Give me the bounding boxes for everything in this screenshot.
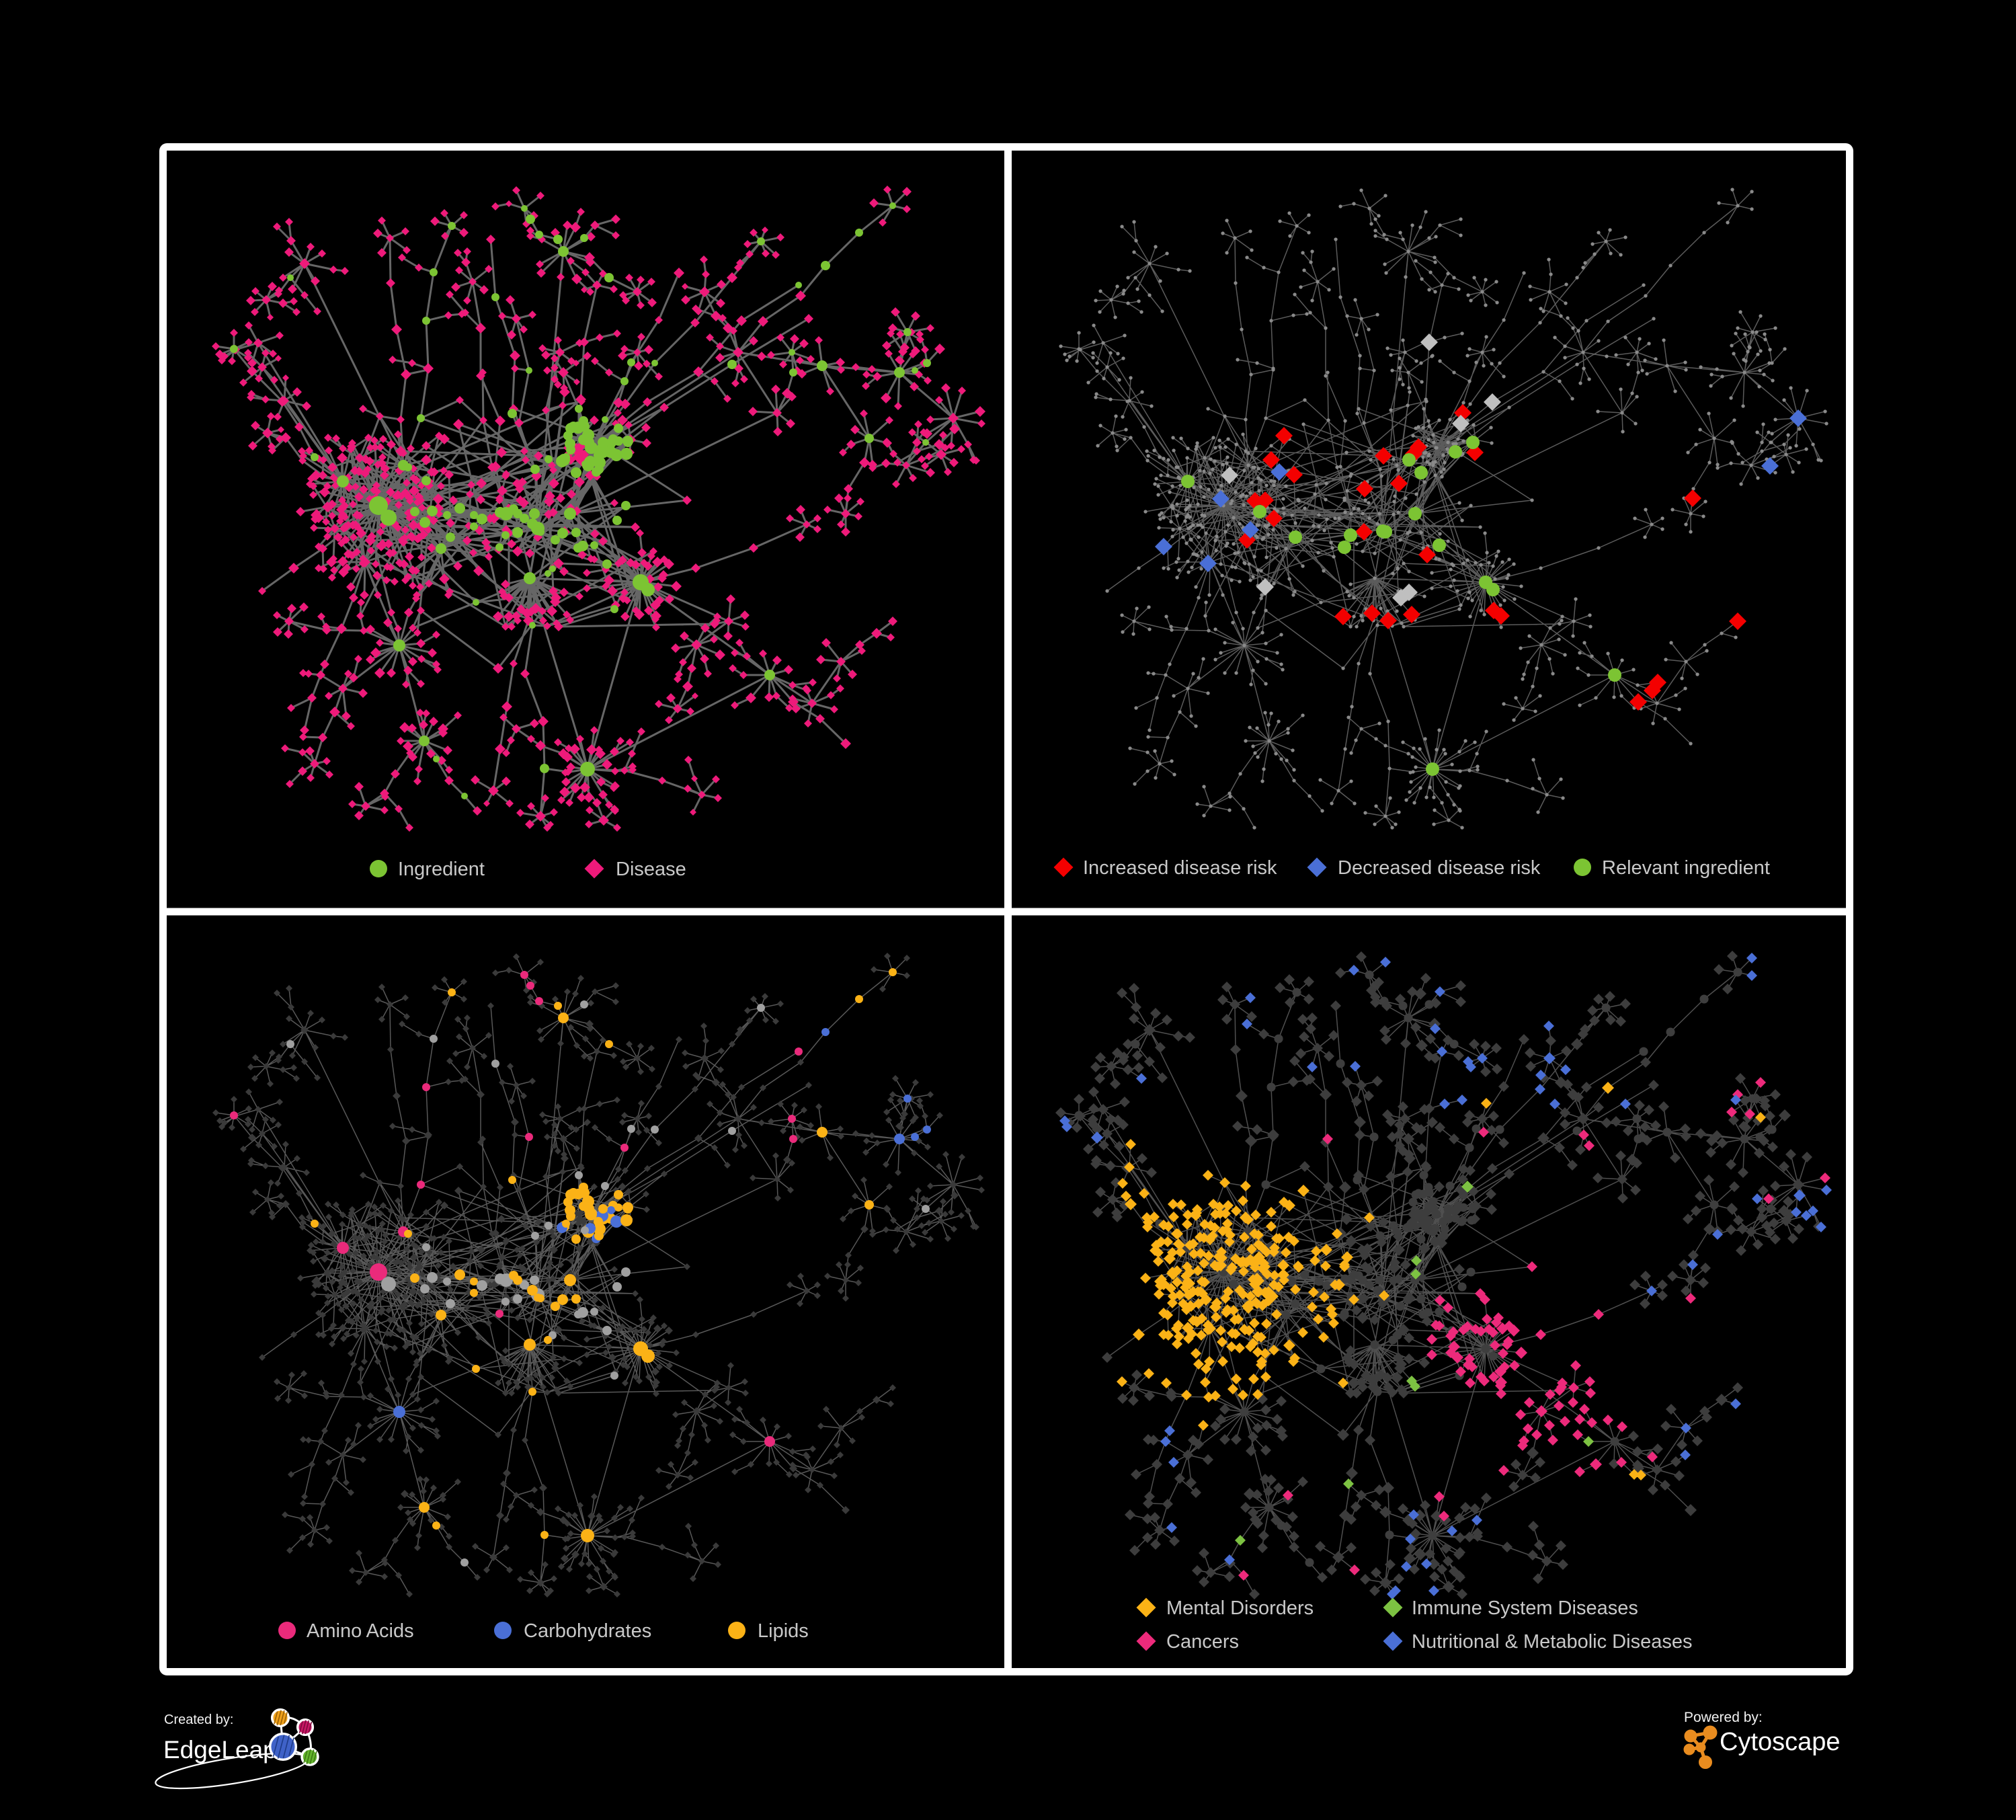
svg-text:Increased disease risk: Increased disease risk (1083, 857, 1277, 879)
svg-text:Ingredient: Ingredient (398, 859, 485, 880)
svg-text:Disease: Disease (616, 859, 686, 880)
svg-text:Amino Acids: Amino Acids (307, 1620, 414, 1642)
svg-text:Immune System Diseases: Immune System Diseases (1412, 1597, 1638, 1619)
svg-text:Powered by:: Powered by: (1684, 1710, 1763, 1725)
svg-text:Cytoscape: Cytoscape (1720, 1728, 1841, 1756)
svg-text:Nutritional & Metabolic Diseas: Nutritional & Metabolic Diseases (1412, 1631, 1692, 1653)
svg-text:Created by:: Created by: (164, 1712, 233, 1727)
svg-text:EdgeLeap: EdgeLeap (163, 1736, 277, 1764)
svg-text:Carbohydrates: Carbohydrates (524, 1620, 651, 1642)
svg-text:Mental Disorders: Mental Disorders (1166, 1597, 1314, 1619)
svg-text:Decreased disease risk: Decreased disease risk (1338, 857, 1541, 879)
svg-text:Lipids: Lipids (758, 1620, 809, 1642)
svg-text:Cancers: Cancers (1166, 1631, 1239, 1653)
svg-text:Relevant ingredient: Relevant ingredient (1602, 857, 1770, 879)
